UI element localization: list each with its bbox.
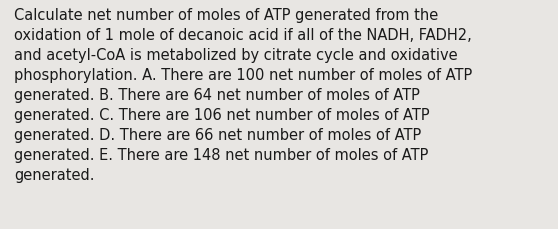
Text: Calculate net number of moles of ATP generated from the
oxidation of 1 mole of d: Calculate net number of moles of ATP gen… bbox=[14, 8, 472, 183]
